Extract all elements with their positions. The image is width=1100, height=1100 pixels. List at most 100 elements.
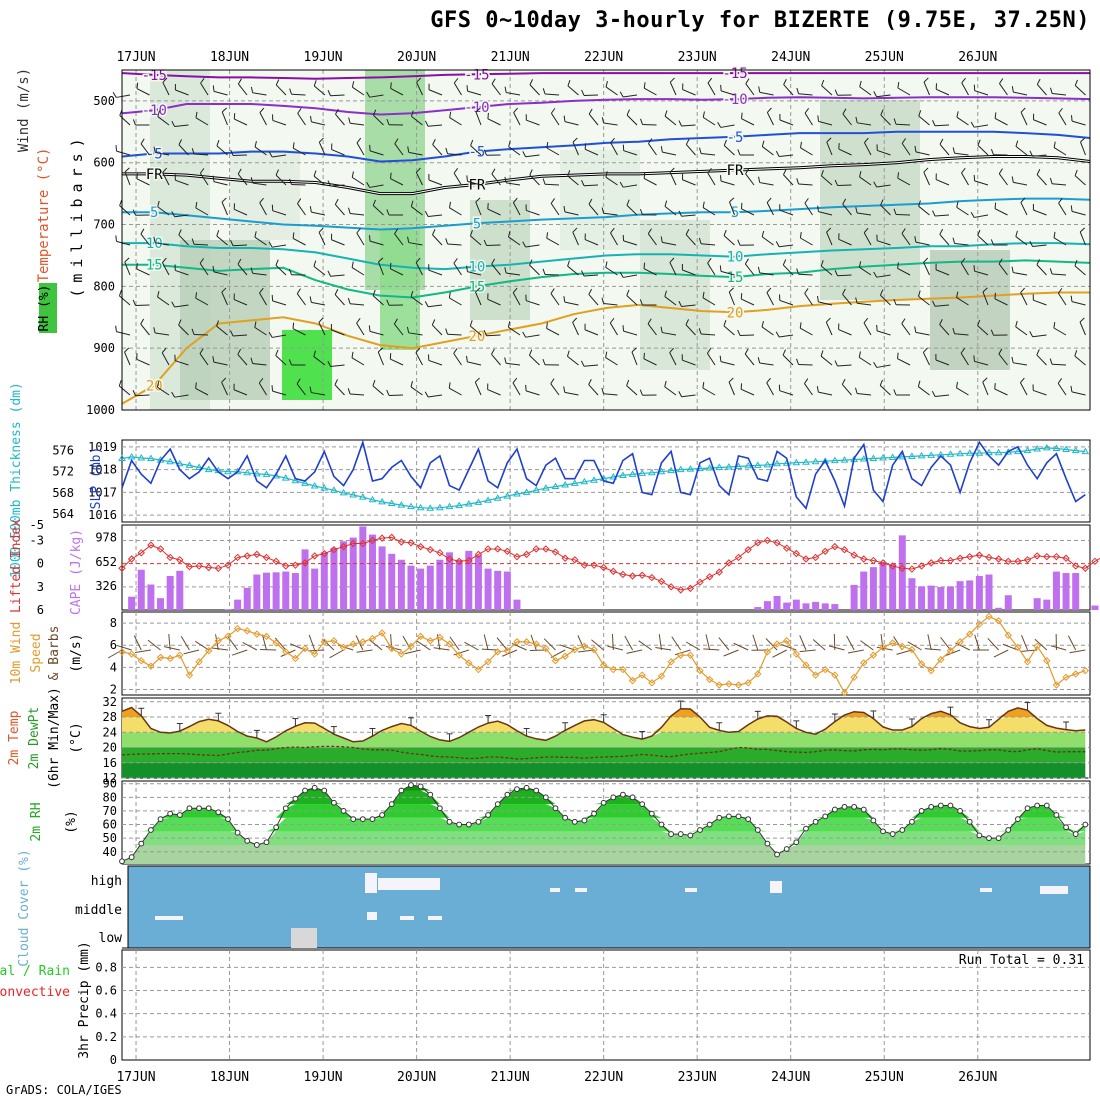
wind-barb bbox=[1015, 145, 1028, 156]
wind-barb bbox=[140, 323, 150, 336]
wind-barb-flag bbox=[581, 270, 585, 277]
wind-barb bbox=[526, 300, 540, 306]
wind-barb bbox=[491, 83, 501, 96]
wind-barb bbox=[216, 145, 228, 156]
wind-barb bbox=[623, 274, 638, 278]
wind-barb-flag bbox=[268, 241, 273, 248]
li-point bbox=[609, 567, 618, 576]
isotherm-label: -10 bbox=[722, 92, 747, 108]
wind-barb-flag bbox=[140, 138, 145, 145]
wind-point bbox=[571, 645, 579, 654]
rh-tick: 60 bbox=[103, 818, 117, 832]
wind-barb bbox=[935, 394, 950, 397]
wind-barb bbox=[994, 117, 1008, 126]
thickness-point bbox=[802, 458, 810, 465]
wind-barb-flag bbox=[961, 77, 966, 84]
rh-point bbox=[754, 827, 761, 833]
wind-barb-flag bbox=[394, 138, 399, 144]
li-point bbox=[465, 556, 473, 565]
li-point bbox=[320, 549, 329, 558]
wind-barb-flag bbox=[313, 80, 317, 87]
wind-barb bbox=[1053, 327, 1067, 336]
li-point bbox=[782, 544, 791, 552]
wind-barb-flag bbox=[647, 228, 652, 234]
thickness-point bbox=[1052, 444, 1061, 451]
li-point bbox=[156, 545, 165, 553]
wind-barb-flag bbox=[567, 79, 571, 86]
wind-barb bbox=[1033, 389, 1047, 396]
temp-tick: 16 bbox=[103, 756, 117, 770]
day-label-top: 20JUN bbox=[397, 50, 436, 65]
wind-barb-flag bbox=[1070, 295, 1073, 302]
wind-barb bbox=[759, 182, 774, 186]
wind-barb-flag bbox=[923, 167, 929, 173]
wind-barb bbox=[956, 116, 969, 126]
wind-barb-flag bbox=[161, 347, 167, 354]
wind-barb-flag bbox=[820, 169, 824, 176]
li-point bbox=[994, 555, 1003, 563]
wind-barb bbox=[1053, 237, 1067, 246]
isotherm-label: 10 bbox=[727, 250, 744, 266]
wind-barb-flag bbox=[445, 147, 449, 154]
rh-point bbox=[359, 816, 366, 822]
wind-barb-flag bbox=[932, 120, 936, 126]
slp-tick: 1017 bbox=[88, 485, 117, 499]
day-label-bottom: 20JUN bbox=[397, 1070, 436, 1085]
slp-tick: 1019 bbox=[88, 440, 117, 454]
wind-barb bbox=[512, 202, 521, 216]
wind-barb-flag bbox=[1011, 176, 1014, 183]
wind-barb bbox=[977, 144, 989, 156]
rh-point bbox=[937, 802, 944, 809]
wind-barb bbox=[918, 115, 930, 126]
wind-barb bbox=[918, 386, 930, 396]
wind-barb bbox=[744, 353, 755, 366]
cape-bar bbox=[157, 598, 165, 610]
wind-barb bbox=[474, 382, 482, 396]
thickness-point bbox=[291, 476, 300, 484]
wind-barb bbox=[1036, 354, 1047, 366]
wind-barb bbox=[157, 116, 170, 126]
wind-barb bbox=[960, 352, 969, 366]
wind-barb-flag bbox=[216, 320, 219, 327]
wind-barb-flag bbox=[191, 238, 195, 245]
wind-barb bbox=[1051, 273, 1067, 276]
wind-barb bbox=[1052, 93, 1067, 96]
cape-bar bbox=[407, 565, 415, 610]
cape-bar bbox=[128, 596, 136, 610]
cape-bar bbox=[802, 603, 810, 610]
wind-barb bbox=[311, 392, 326, 396]
wind-barb bbox=[373, 114, 384, 126]
wind-barb bbox=[237, 263, 248, 276]
wind-barb bbox=[272, 244, 287, 248]
wind-barb-flag bbox=[171, 211, 176, 217]
wind-barb-flag bbox=[626, 199, 630, 206]
wind-barb bbox=[1074, 355, 1086, 366]
wind-barb bbox=[994, 298, 1008, 306]
wind-barb bbox=[508, 236, 521, 246]
wind-point bbox=[359, 638, 367, 646]
wind-barb-flag bbox=[178, 139, 183, 145]
precip-label-conv: Convective bbox=[0, 985, 70, 1000]
temp-tick: 28 bbox=[103, 710, 117, 724]
wind-barb bbox=[588, 113, 599, 126]
wind-point bbox=[609, 665, 618, 674]
wind-barb-flag bbox=[588, 288, 593, 295]
wind-barb-flag bbox=[939, 138, 944, 145]
isotherm-label: -15 bbox=[142, 68, 167, 84]
wind-barb-flag bbox=[707, 167, 712, 174]
wind-barb-flag bbox=[356, 318, 361, 324]
wind-barb-flag bbox=[932, 210, 936, 217]
wind-barb bbox=[977, 235, 989, 246]
rh-point bbox=[774, 851, 780, 858]
wind-barb-flag bbox=[508, 231, 511, 238]
wind-point bbox=[648, 679, 656, 687]
wind-barb-flag bbox=[880, 109, 884, 116]
wind-barb-flag bbox=[745, 78, 750, 84]
wind-barb-flag bbox=[216, 139, 220, 146]
wind-barb-flag bbox=[804, 288, 809, 294]
rh-point bbox=[494, 801, 501, 808]
temp-band bbox=[122, 762, 1086, 778]
wind-barb-flag bbox=[826, 227, 832, 233]
